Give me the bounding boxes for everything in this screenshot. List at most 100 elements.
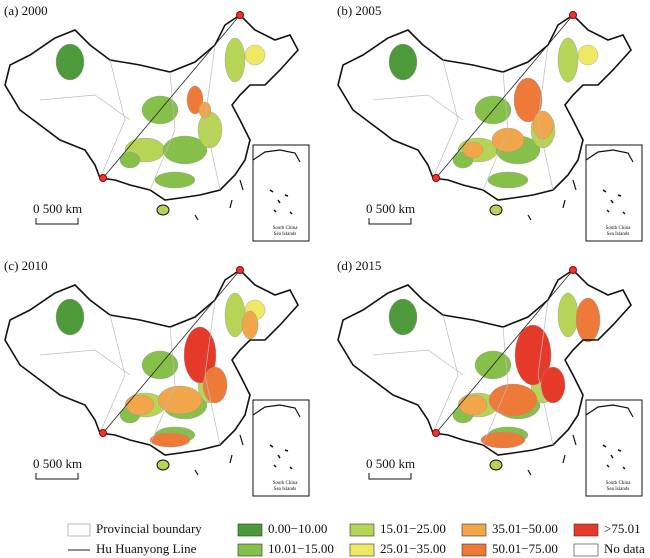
panel-label: (a) 2000: [4, 3, 48, 18]
province-lines: [39, 299, 221, 446]
country-outline: [4, 13, 299, 201]
coast-islands: [527, 179, 577, 221]
scale-label: 0 500 km: [33, 201, 82, 216]
region: [55, 298, 85, 336]
region: [125, 394, 155, 416]
country-outline: [4, 268, 299, 456]
country-outline: [337, 268, 632, 456]
hu-line: [102, 14, 241, 179]
inset-label: South China: [606, 481, 632, 486]
region: [183, 326, 217, 384]
region: [513, 77, 543, 123]
region: [458, 394, 488, 416]
legend-swatch: [349, 523, 375, 537]
hu-line: [435, 269, 574, 434]
legend-label: >75.01: [604, 521, 641, 536]
region: [202, 366, 228, 404]
region: [149, 432, 191, 448]
region: [462, 141, 484, 159]
legend-swatch: [237, 523, 263, 537]
region: [244, 44, 266, 66]
region: [198, 101, 212, 119]
region: [224, 292, 246, 338]
country-outline: [337, 13, 632, 201]
inset-label: South China: [606, 226, 632, 231]
scale-bar: [368, 473, 412, 480]
inset-coast: [585, 404, 634, 418]
region: [186, 85, 204, 115]
choropleth: [388, 37, 599, 189]
inset-coast: [585, 149, 634, 163]
scale-bar: [35, 473, 79, 480]
inset-islands: [602, 444, 626, 470]
legend-swatch: [461, 523, 487, 537]
hu-line: [435, 14, 574, 179]
region: [557, 292, 579, 338]
legend-label: No data: [604, 541, 645, 556]
region: [557, 37, 579, 83]
inset-islands: [269, 444, 293, 470]
legend-label: Provincial boundary: [96, 521, 202, 536]
scale-bar: [368, 218, 412, 225]
hu-endpoint: [432, 429, 440, 437]
legend-swatch: [237, 543, 263, 557]
legend-swatch: [67, 523, 91, 537]
hu-endpoint: [236, 266, 244, 274]
coast-islands: [194, 179, 244, 221]
region: [480, 431, 526, 449]
region: [154, 171, 196, 189]
inset-label: South China: [273, 481, 299, 486]
inset-label: Sea Islands: [274, 232, 297, 237]
region: [162, 135, 208, 165]
hu-endpoint: [569, 266, 577, 274]
region: [224, 37, 246, 83]
region: [241, 310, 259, 340]
region: [119, 151, 141, 169]
panel-label: (b) 2005: [337, 3, 381, 18]
legend-label: 10.01−15.00: [268, 541, 334, 556]
province-lines: [372, 299, 554, 446]
hainan: [156, 204, 170, 216]
panel-label: (d) 2015: [337, 258, 381, 273]
region: [540, 366, 566, 404]
legend-label: 50.01−75.00: [492, 541, 558, 556]
region: [577, 44, 599, 66]
scale-bar: [35, 218, 79, 225]
region: [55, 43, 85, 81]
inset-label: South China: [273, 226, 299, 231]
inset-islands: [269, 189, 293, 215]
legend-swatch: [573, 523, 599, 537]
legend-label: 25.01−35.00: [380, 541, 446, 556]
legend-swatch: [349, 543, 375, 557]
inset-label: Sea Islands: [274, 487, 297, 492]
legend-swatch: [573, 543, 599, 557]
inset-coast: [252, 404, 301, 418]
region: [388, 43, 418, 81]
hu-endpoint: [569, 11, 577, 19]
region: [388, 298, 418, 336]
region: [532, 110, 554, 140]
province-lines: [372, 44, 554, 191]
choropleth: [55, 37, 266, 189]
hu-endpoint: [99, 174, 107, 182]
hainan: [489, 204, 503, 216]
region: [575, 297, 601, 343]
scale-label: 0 500 km: [366, 456, 415, 471]
legend-swatch: [461, 543, 487, 557]
region: [514, 324, 552, 386]
province-lines: [39, 44, 221, 191]
coast-islands: [194, 434, 244, 476]
hainan: [489, 459, 503, 471]
hu-endpoint: [432, 174, 440, 182]
scale-label: 0 500 km: [366, 201, 415, 216]
coast-islands: [527, 434, 577, 476]
inset-label: Sea Islands: [607, 232, 630, 237]
scale-label: 0 500 km: [33, 456, 82, 471]
inset-coast: [252, 149, 301, 163]
legend-label: Hu Huanyong Line: [96, 541, 197, 556]
legend-label: 0.00−10.00: [268, 521, 327, 536]
inset-label: Sea Islands: [607, 487, 630, 492]
